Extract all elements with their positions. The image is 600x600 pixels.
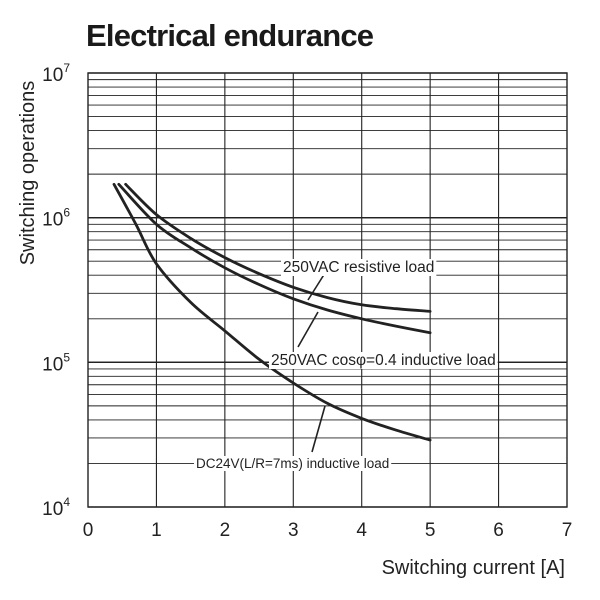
series-leader-line-1: [307, 272, 326, 301]
x-tick-label: 6: [493, 520, 504, 541]
y-tick-label: 106: [42, 206, 70, 231]
x-tick-label: 5: [425, 520, 436, 541]
x-axis-label: Switching current [A]: [382, 557, 565, 579]
y-tick-exponent: 5: [63, 350, 70, 364]
annotation-layer: 250VAC resistive load 250VAC cosφ=0.4 ind…: [194, 259, 498, 471]
y-tick-label: 105: [42, 350, 70, 375]
x-tick-label: 7: [562, 520, 573, 541]
series-label-bg: [281, 259, 437, 276]
y-axis-label: Switching operations: [17, 81, 39, 266]
series-label-3: DC24V(L/R=7ms) inductive load: [196, 456, 389, 471]
series-label-bg: [194, 456, 392, 471]
series-layer: [112, 182, 432, 442]
y-tick-exponent: 6: [63, 206, 70, 220]
y-tick-exponent: 4: [63, 495, 70, 509]
x-tick-label: 1: [151, 520, 162, 541]
series-label-1: 250VAC resistive load: [283, 259, 434, 276]
series-line-1: [124, 182, 432, 313]
y-tick-label: 104: [42, 495, 70, 520]
grid-layer: [88, 72, 567, 508]
series-line-2: [117, 182, 432, 335]
plot-frame: [87, 72, 568, 508]
y-tick-label: 107: [42, 61, 70, 86]
series-label-2: 250VAC cosφ=0.4 inductive load: [271, 352, 496, 369]
chart-title: Electrical endurance: [86, 18, 374, 53]
series-leader-line-3: [311, 405, 326, 453]
tick-layer: 0 1 2 3 4 5 6 7 104 105 106 107: [42, 61, 572, 541]
series-leader-line-2: [297, 311, 319, 348]
x-tick-label: 0: [83, 520, 94, 541]
y-tick-exponent: 7: [63, 61, 70, 75]
series-label-bg: [269, 352, 498, 369]
series-line-3: [112, 182, 432, 442]
x-tick-label: 4: [356, 520, 367, 541]
x-tick-label: 2: [220, 520, 231, 541]
x-tick-label: 3: [288, 520, 299, 541]
